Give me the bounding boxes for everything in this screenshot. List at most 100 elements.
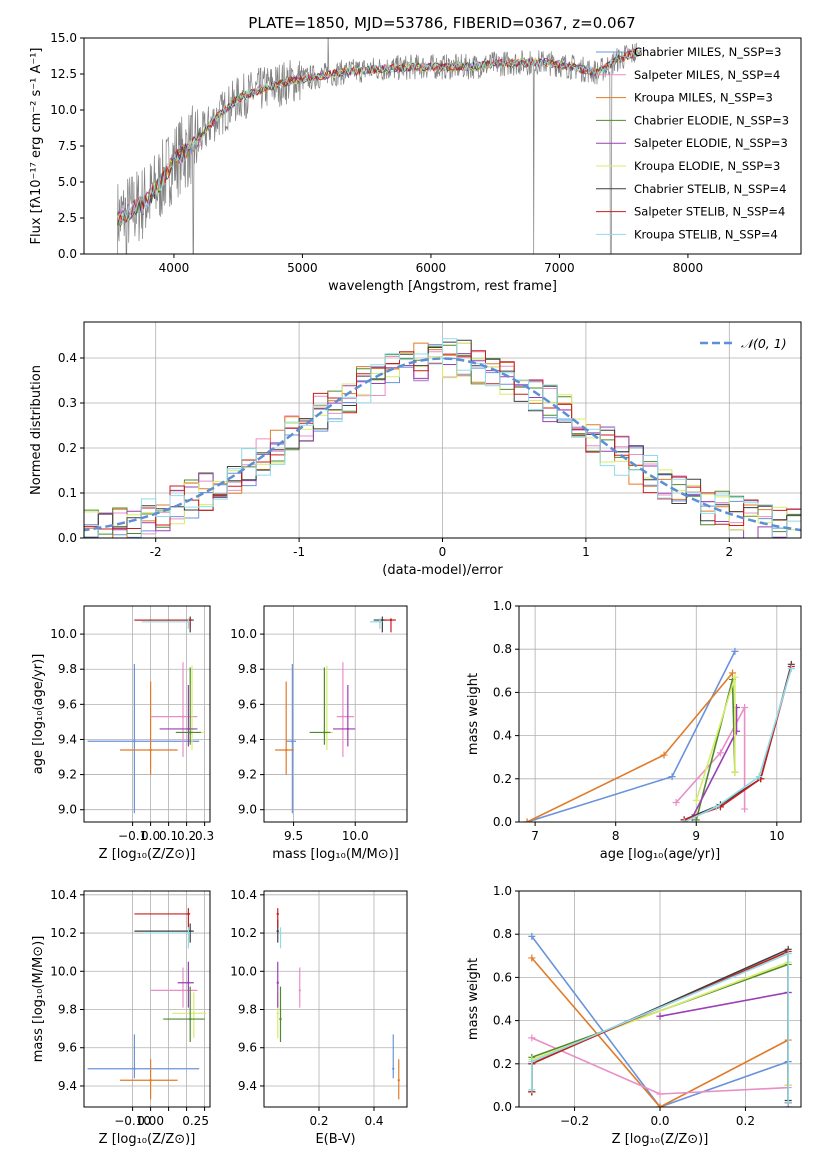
axes-frame (518, 605, 802, 823)
data-point (192, 1012, 195, 1015)
data-point (133, 1067, 136, 1070)
x-tick-label: 10 (769, 829, 784, 843)
y-axis-label: mass weight (466, 673, 481, 755)
y-tick-label: 1.0 (493, 884, 512, 898)
y-tick-label: 10.0 (50, 627, 77, 641)
weight-line-kroupa_miles (531, 957, 789, 1107)
y-tick-label: 10.2 (230, 926, 257, 940)
y-tick-label: 0.4 (58, 351, 77, 365)
y-tick-label: 2.5 (58, 211, 77, 225)
x-tick-label: 0.2 (309, 1114, 328, 1128)
data-point (189, 731, 192, 734)
x-tick-label: −0.1 (118, 829, 147, 843)
weight-line-kroupa_elodie (695, 677, 736, 801)
y-tick-label: 9.4 (58, 732, 77, 746)
weight-marker (729, 669, 737, 677)
x-axis-label: (data-model)/error (382, 563, 503, 578)
plot-area (84, 338, 801, 538)
y-tick-label: 10.4 (230, 888, 257, 902)
y-tick-label: 9.6 (58, 1041, 77, 1055)
y-tick-label: 9.2 (238, 768, 257, 782)
x-tick-label: -1 (293, 545, 305, 559)
weight-marker (755, 773, 763, 781)
weight-marker (716, 749, 724, 757)
y-tick-label: 0.6 (493, 970, 512, 984)
data-point (133, 740, 136, 743)
y-tick-label: 9.4 (238, 732, 257, 746)
y-tick-label: 7.5 (58, 139, 77, 153)
weight-marker (528, 954, 536, 962)
data-point (291, 740, 294, 743)
plot-area (87, 616, 205, 814)
data-point (149, 748, 152, 752)
y-tick-label: 9.6 (238, 1041, 257, 1055)
data-point (149, 1079, 152, 1082)
plot-area (117, 38, 643, 254)
panel-age_vs_Z: 9.0 9.2 9.4 9.6 9.8 10.0 −0.10.00.10.20.3 Z [lo… (31, 605, 214, 862)
x-tick-label: 6000 (416, 261, 447, 275)
weight-marker (731, 768, 739, 776)
data-point (341, 715, 345, 718)
data-point (284, 748, 288, 752)
data-point (276, 1012, 279, 1015)
panel-residuals: 0.0 0.1 0.2 0.3 0.4 -2 -1 0 1 2 (data-model)/error… (29, 321, 802, 578)
legend-entry: Kroupa ELODIE, N_SSP=3 (634, 159, 780, 173)
y-tick-label: 10.0 (50, 103, 77, 117)
weight-line-salpeter_miles (675, 707, 746, 809)
weight-marker (660, 751, 668, 759)
y-axis-label: mass weight (466, 958, 481, 1040)
x-tick-label: 2 (725, 545, 733, 559)
weight-marker (731, 647, 739, 655)
y-tick-label: 0.8 (493, 642, 512, 656)
x-axis-label: wavelength [Angstrom, rest frame] (328, 279, 557, 294)
weight-marker (528, 1086, 536, 1094)
x-tick-label: 9.5 (284, 829, 303, 843)
weight-marker (784, 1099, 792, 1107)
plot-area (523, 647, 795, 822)
y-tick-label: 0.3 (58, 396, 77, 410)
x-axis-label: Z [log₁₀(Z/Z⊙)] (99, 1132, 196, 1147)
weight-marker (787, 665, 795, 673)
data-point (276, 981, 279, 984)
axes-frame (83, 890, 211, 1108)
legend-entry: Salpeter ELODIE, N_SSP=3 (634, 136, 788, 150)
legend-entry: Salpeter MILES, N_SSP=4 (634, 68, 780, 82)
legend-entry: Chabrier ELODIE, N_SSP=3 (634, 113, 789, 127)
data-point (187, 981, 190, 984)
x-axis-label: Z [log₁₀(Z/Z⊙)] (99, 847, 196, 862)
x-tick-label: 5000 (287, 261, 318, 275)
weight-marker (741, 805, 749, 813)
weight-line-kroupa_stelib (531, 952, 789, 1103)
y-tick-label: 10.4 (50, 888, 77, 902)
axes-frame (263, 890, 408, 1108)
y-tick-label: 10.0 (50, 964, 77, 978)
x-tick-label: -2 (150, 545, 162, 559)
plot-area (276, 908, 400, 1100)
x-tick-label: 7000 (544, 261, 575, 275)
y-tick-label: 9.6 (238, 697, 257, 711)
weight-line-salpeter_elodie (659, 991, 789, 1103)
chart-title: PLATE=1850, MJD=53786, FIBERID=0367, z=0… (248, 14, 635, 32)
x-tick-label: 0.1 (159, 829, 178, 843)
x-tick-label: 8 (612, 829, 620, 843)
data-point (187, 727, 190, 731)
x-tick-label: −0.10 (114, 1114, 151, 1128)
y-tick-label: 9.0 (238, 803, 257, 817)
data-point (279, 1017, 282, 1021)
panel-weight_vs_Z: 0.0 0.2 0.4 0.6 0.8 1.0 −0.2 0.0 0.2 Z [log₁₀(Z/Z… (466, 884, 802, 1147)
data-point (187, 912, 190, 916)
data-point (187, 620, 190, 624)
x-axis-label: age [log₁₀(age/yr)] (600, 847, 721, 862)
data-point (276, 912, 279, 916)
model-series-2 (117, 48, 643, 225)
y-tick-label: 9.8 (238, 662, 257, 676)
model-series-1 (117, 48, 642, 225)
weight-marker (528, 1034, 536, 1042)
panel-mass_vs_Z: 9.4 9.6 9.8 10.0 10.2 10.4 −0.100.00 0.25 Z [log… (31, 888, 211, 1147)
weight-marker (741, 704, 749, 712)
x-tick-label: −0.2 (560, 1114, 589, 1128)
legend-entry: Chabrier MILES, N_SSP=3 (634, 45, 781, 59)
weight-marker (523, 818, 531, 822)
legend-entry: Chabrier STELIB, N_SSP=4 (634, 182, 786, 196)
panel-weight_vs_age: 0.0 0.2 0.4 0.6 0.8 1.0 7 8 9 10 age [log₁₀(age/yr… (466, 599, 802, 862)
